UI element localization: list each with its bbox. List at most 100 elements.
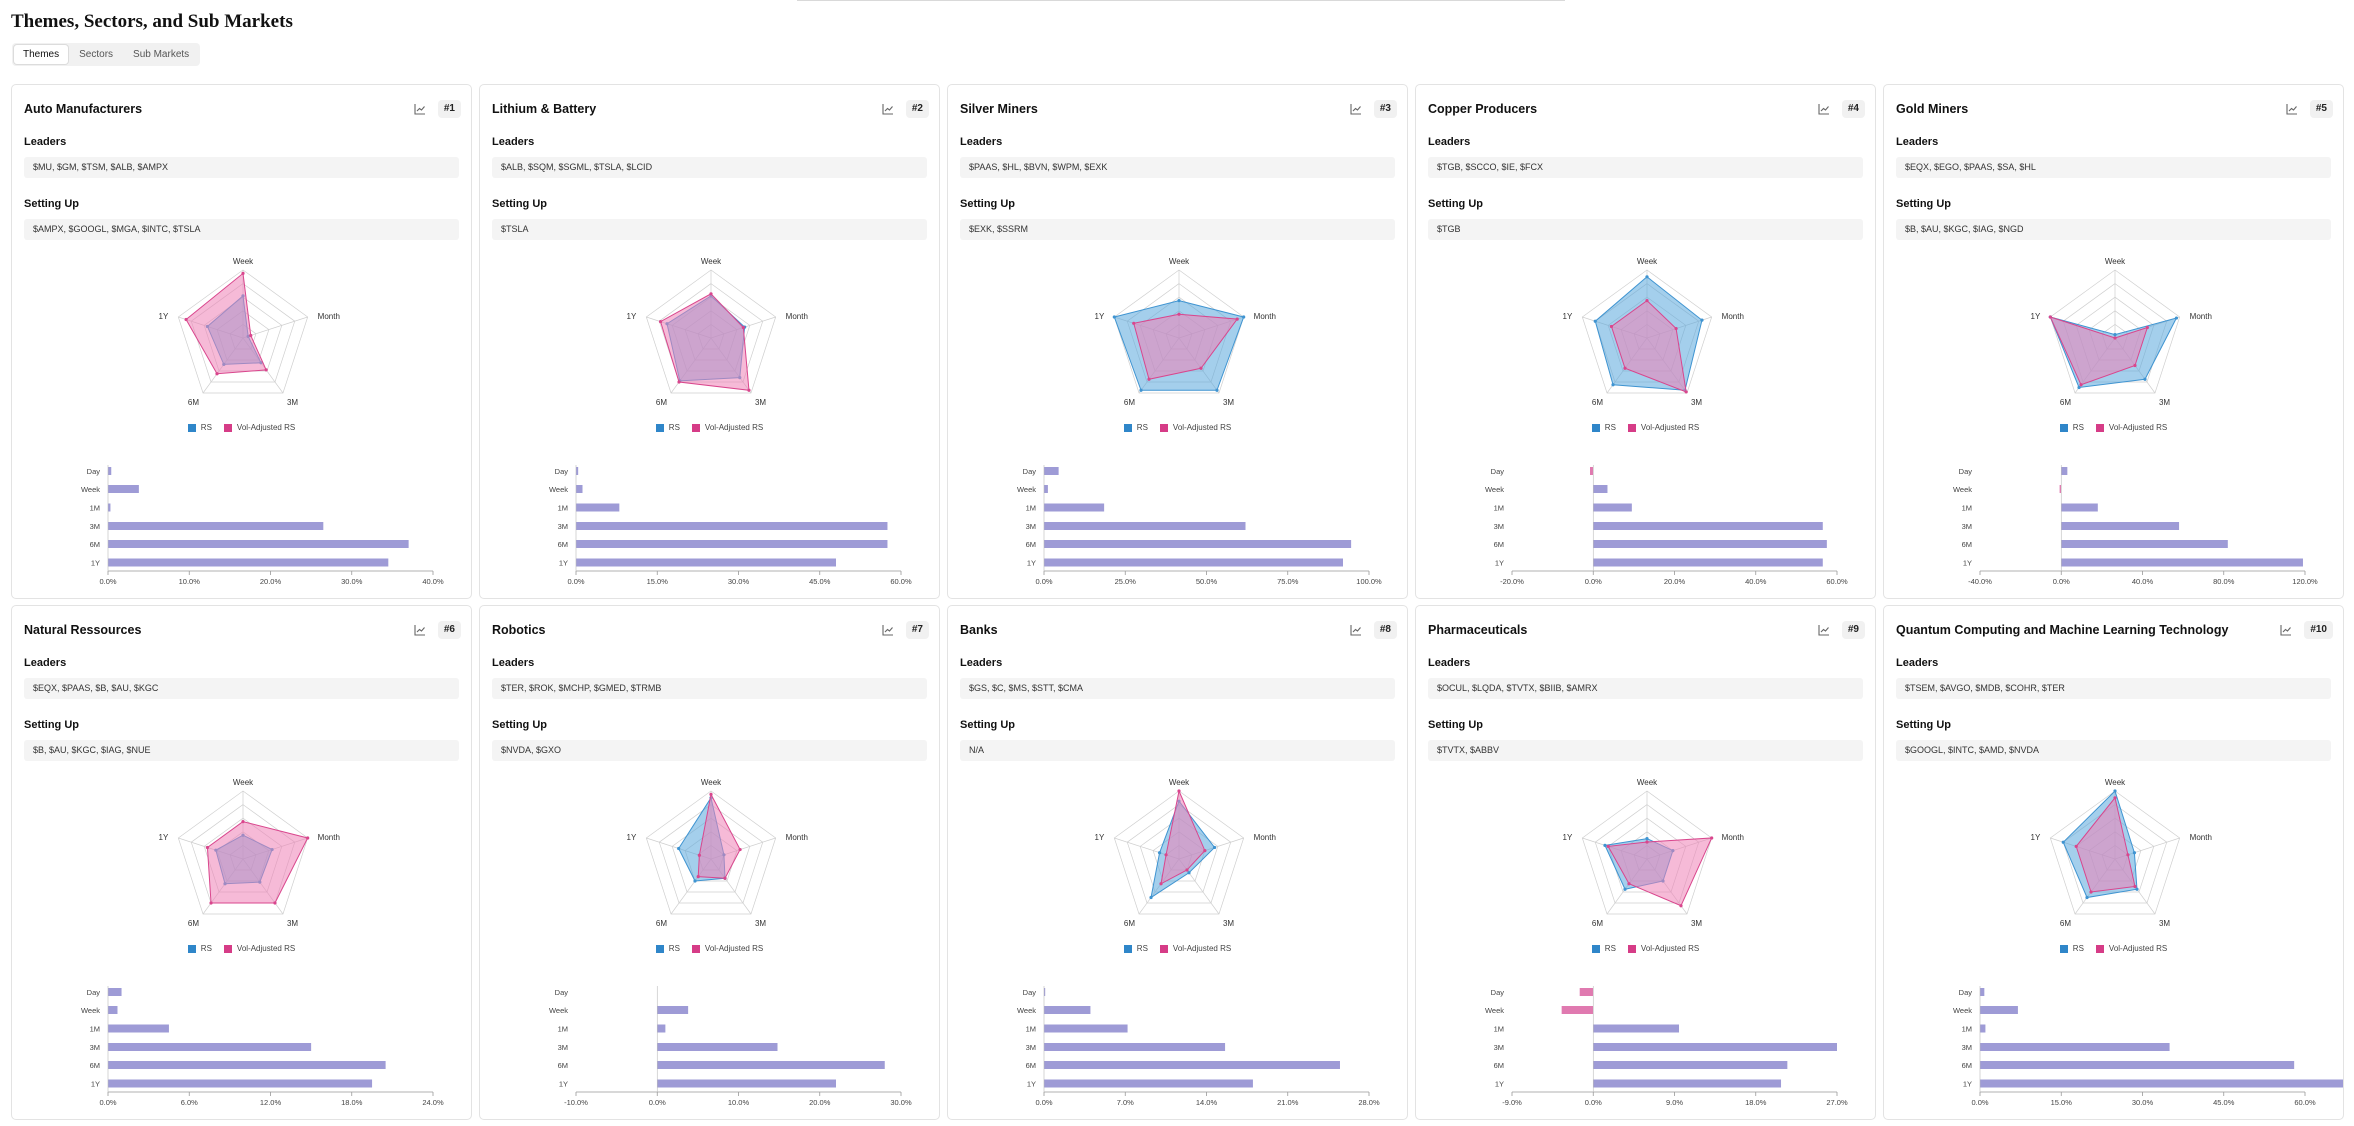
leaders-label: Leaders [1896, 136, 1939, 148]
chart-view-button[interactable] [1348, 101, 1364, 117]
bar-category-label: 1Y [1027, 559, 1036, 568]
theme-card-grid: Auto Manufacturers #1 Leaders $MU, $GM, … [11, 84, 2344, 1120]
chart-view-button[interactable] [880, 622, 896, 638]
radar-axis-label: 6M [1592, 919, 1603, 928]
bar-week [1044, 1006, 1091, 1014]
card-title: Pharmaceuticals [1428, 623, 1528, 637]
bar-week [1561, 1006, 1594, 1014]
bar-6m [108, 1061, 386, 1069]
legend-rs-label: RS [200, 944, 212, 953]
chart-legend: RS Vol-Adjusted RS [948, 944, 1407, 953]
radar-chart: Week Month 3M 6M 1Y [627, 778, 808, 928]
radar-axis-label: Month [2190, 833, 2212, 842]
radar-point-rs-4 [1623, 887, 1627, 891]
legend-vol-adjusted-rs[interactable]: Vol-Adjusted RS [2095, 423, 2167, 432]
bar-1m [576, 503, 620, 512]
chart-view-button[interactable] [2284, 101, 2300, 117]
legend-vol-adjusted-rs[interactable]: Vol-Adjusted RS [223, 423, 295, 432]
line-chart-icon [1350, 104, 1361, 115]
legend-rs[interactable]: RS [187, 944, 212, 953]
leaders-label: Leaders [1428, 657, 1471, 669]
leaders-tickers: $EQX, $EGO, $PAAS, $SA, $HL [1896, 157, 2331, 178]
radar-point-rs-1 [2113, 789, 2117, 793]
card-title: Quantum Computing and Machine Learning T… [1896, 623, 2229, 637]
legend-rs[interactable]: RS [187, 423, 212, 432]
leaders-label: Leaders [492, 657, 535, 669]
line-chart-icon [2286, 104, 2297, 115]
tab-themes[interactable]: Themes [14, 45, 69, 64]
radar-point-vol-1 [1645, 840, 1649, 844]
line-chart-icon [1818, 625, 1829, 636]
tab-sectors[interactable]: Sectors [79, 49, 114, 60]
bar-category-label: 6M [90, 1061, 100, 1070]
legend-rs[interactable]: RS [2059, 944, 2084, 953]
legend-rs[interactable]: RS [1123, 423, 1148, 432]
bar-x-tick-label: -20.0% [1500, 577, 1524, 586]
legend-vol-label: Vol-Adjusted RS [1640, 423, 1700, 432]
rank-badge: #5 [2309, 100, 2333, 118]
radar-axis-label: 3M [287, 398, 298, 407]
setting-up-tickers: N/A [960, 740, 1395, 761]
bar-x-tick-label: -9.0% [1502, 1098, 1522, 1107]
line-chart-icon [414, 104, 425, 115]
bar-x-tick-label: 12.0% [260, 1098, 282, 1107]
legend-rs-swatch [1123, 423, 1132, 432]
bar-category-label: 1M [1026, 504, 1036, 513]
legend-rs[interactable]: RS [2059, 423, 2084, 432]
legend-vol-adjusted-rs[interactable]: Vol-Adjusted RS [223, 944, 295, 953]
bar-x-tick-label: 0.0% [1585, 1098, 1602, 1107]
legend-vol-adjusted-rs[interactable]: Vol-Adjusted RS [1627, 423, 1700, 432]
legend-vol-adjusted-rs[interactable]: Vol-Adjusted RS [691, 423, 763, 432]
radar-ring-5 [2049, 269, 2181, 394]
chart-view-button[interactable] [1348, 622, 1364, 638]
chart-view-button[interactable] [1816, 622, 1832, 638]
legend-vol-adjusted-rs[interactable]: Vol-Adjusted RS [1159, 423, 1231, 432]
radar-point-rs-5 [2061, 840, 2065, 844]
legend-vol-adjusted-rs[interactable]: Vol-Adjusted RS [2095, 944, 2167, 953]
radar-point-vol-4 [1627, 882, 1631, 886]
tab-sub-markets[interactable]: Sub Markets [133, 49, 190, 60]
legend-rs[interactable]: RS [1591, 944, 1616, 953]
radar-point-vol-1 [709, 792, 713, 796]
setting-up-tickers: $TVTX, $ABBV [1428, 740, 1863, 761]
bar-1m [2061, 503, 2098, 512]
leaders-tickers: $MU, $GM, $TSM, $ALB, $AMPX [24, 157, 459, 178]
setting-up-label: Setting Up [492, 198, 547, 210]
legend-vol-adjusted-rs[interactable]: Vol-Adjusted RS [1159, 944, 1231, 953]
bar-6m [576, 540, 888, 548]
radar-series-vol [2049, 316, 2149, 386]
chart-view-button[interactable] [2278, 622, 2294, 638]
bar-category-label: 3M [1494, 1043, 1504, 1052]
legend-rs[interactable]: RS [1123, 944, 1148, 953]
radar-point-rs-4 [2085, 895, 2089, 900]
chart-view-button[interactable] [412, 101, 428, 117]
chart-view-button[interactable] [412, 622, 428, 638]
bar-category-label: 6M [90, 540, 100, 549]
chart-view-button[interactable] [880, 101, 896, 117]
legend-rs[interactable]: RS [1591, 423, 1616, 432]
legend-rs[interactable]: RS [655, 423, 680, 432]
bar-category-label: 3M [1962, 522, 1972, 531]
legend-rs[interactable]: RS [655, 944, 680, 953]
bar-category-label: Day [555, 988, 569, 997]
radar-point-rs-1 [1645, 837, 1649, 841]
bar-6m [1044, 540, 1352, 548]
bar-x-tick-label: 18.0% [341, 1098, 363, 1107]
bar-x-tick-label: 45.0% [2213, 1098, 2235, 1107]
legend-vol-adjusted-rs[interactable]: Vol-Adjusted RS [691, 944, 763, 953]
bar-category-label: 3M [90, 522, 100, 531]
line-chart-icon [414, 625, 425, 636]
radar-chart: Week Month 3M 6M 1Y [1563, 257, 1744, 407]
radar-axis-label: 6M [1124, 398, 1135, 407]
radar-axis-label: Month [318, 312, 340, 321]
radar-point-vol-1 [241, 271, 245, 275]
chart-view-button[interactable] [1816, 101, 1832, 117]
radar-point-rs-3 [1215, 388, 1219, 392]
legend-vol-adjusted-rs[interactable]: Vol-Adjusted RS [1627, 944, 1699, 953]
bar-1y [1044, 558, 1343, 567]
bar-category-label: 1Y [559, 559, 568, 568]
bar-x-tick-label: 40.0% [1745, 577, 1767, 586]
bar-3m [1980, 1043, 2170, 1051]
leaders-tickers: $GS, $C, $MS, $STT, $CMA [960, 678, 1395, 699]
radar-point-rs-5 [1157, 851, 1162, 855]
